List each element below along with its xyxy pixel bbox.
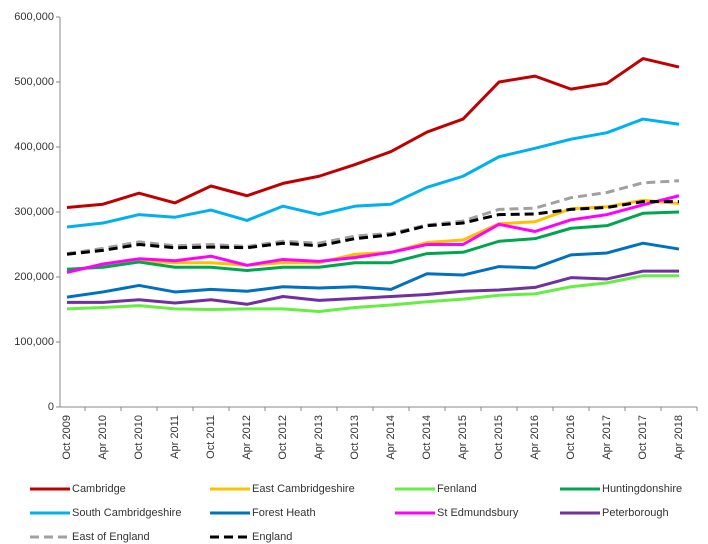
- y-tick-label: 300,000: [14, 206, 54, 218]
- legend-label: England: [252, 531, 292, 543]
- x-tick-label: Oct 2011: [205, 415, 217, 459]
- x-tick-label: Oct 2015: [493, 415, 505, 460]
- y-tick-label: 100,000: [14, 336, 54, 348]
- legend-label: Cambridge: [72, 483, 126, 495]
- x-tick-label: Apr 2016: [529, 415, 541, 460]
- x-tick-label: Apr 2010: [97, 415, 109, 460]
- x-tick-label: Apr 2015: [457, 415, 469, 460]
- x-tick-label: Oct 2010: [133, 415, 145, 460]
- x-tick-label: Oct 2016: [565, 415, 577, 460]
- x-tick-label: Oct 2009: [61, 415, 73, 460]
- x-tick-label: Oct 2014: [421, 415, 433, 460]
- legend-label: St Edmundsbury: [437, 507, 519, 519]
- y-tick-label: 400,000: [14, 141, 54, 153]
- legend-label: Peterborough: [602, 507, 669, 519]
- x-tick-label: Apr 2018: [673, 415, 685, 460]
- series-line: [66, 179, 680, 256]
- legend-label: East of England: [72, 531, 150, 543]
- x-tick-label: Apr 2011: [169, 415, 181, 459]
- series-line: [66, 210, 680, 272]
- series-line: [66, 198, 680, 272]
- legend-label: Huntingdonshire: [602, 483, 682, 495]
- x-tick-label: Oct 2017: [637, 415, 649, 460]
- series-line: [66, 200, 679, 256]
- series-line: [66, 241, 680, 299]
- x-tick-label: Apr 2014: [385, 415, 397, 460]
- series-line: [66, 57, 680, 209]
- legend-label: East Cambridgeshire: [252, 483, 355, 495]
- x-tick-label: Oct 2012: [277, 415, 289, 460]
- series-line: [67, 269, 679, 306]
- y-tick-label: 600,000: [14, 11, 54, 23]
- legend-label: South Cambridgeshire: [72, 507, 181, 519]
- series-line: [66, 274, 679, 313]
- y-tick-label: 500,000: [14, 76, 54, 88]
- x-tick-label: Apr 2013: [313, 415, 325, 460]
- series-line: [66, 194, 680, 274]
- legend-label: Forest Heath: [252, 507, 316, 519]
- legend-label: Fenland: [437, 483, 477, 495]
- x-tick-label: Apr 2012: [241, 415, 253, 460]
- series-line: [66, 117, 680, 229]
- x-tick-label: Apr 2017: [601, 415, 613, 460]
- x-tick-label: Oct 2013: [349, 415, 361, 460]
- y-tick-label: 0: [48, 401, 54, 413]
- y-tick-label: 200,000: [14, 271, 54, 283]
